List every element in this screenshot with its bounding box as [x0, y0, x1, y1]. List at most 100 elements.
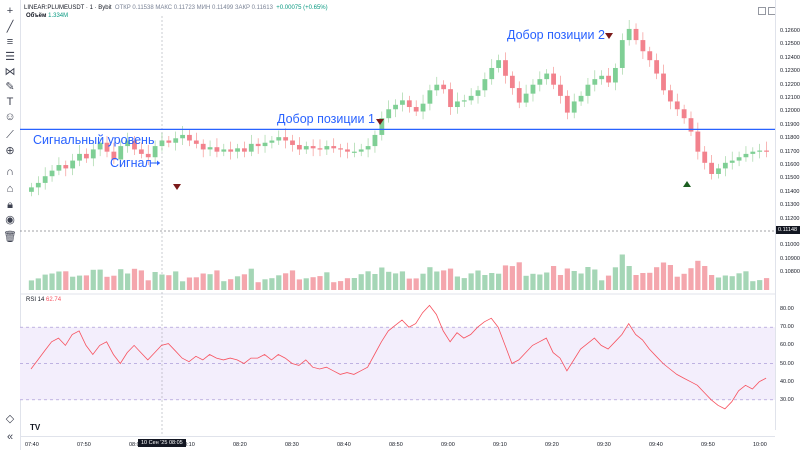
candle-body [592, 79, 598, 85]
horizontal-lines-icon[interactable]: ≡ [6, 36, 14, 48]
candle-body [544, 73, 550, 80]
price-axis[interactable]: 0.12600 0.12500 0.12400 0.12300 0.12200 0.121… [775, 0, 800, 430]
collapse-icon[interactable]: « [6, 431, 14, 443]
volume-bar [557, 275, 564, 290]
price-change: +0.00075 (+0.65%) [276, 5, 328, 11]
favorites-icon[interactable]: ◇ [5, 413, 15, 425]
candle-body [303, 146, 309, 150]
time-axis[interactable]: 07:40 07:50 08:00 08:10 08:20 08:30 08:40 08:50… [20, 436, 775, 451]
lock-drawings-icon[interactable]: 🔒︎ [7, 199, 13, 211]
fib-icon[interactable]: ☰ [5, 51, 15, 63]
candle-body [709, 162, 715, 174]
drawing-toolbar: + ╱ ≡ ☰ ⋈ ✎ T ☺ ⟋ ⊕ ∩ ⌂ 🔒︎ ◉ 🗑︎ ◇ « [0, 0, 21, 450]
candle-body [448, 89, 453, 108]
volume-bar [337, 281, 344, 290]
trendline-icon[interactable]: ╱ [6, 21, 14, 33]
emoji-icon[interactable]: ☺ [4, 111, 16, 123]
volume-bar [296, 279, 302, 290]
time-tick: 08:40 [337, 442, 351, 448]
time-tick: 07:50 [77, 442, 91, 448]
candle-body [619, 40, 625, 68]
volume-bar [757, 280, 763, 290]
candle-body [764, 150, 769, 152]
volume-bar [269, 278, 275, 290]
exit-marker [683, 181, 691, 187]
candle-body [509, 75, 515, 89]
volume-bar [688, 268, 694, 290]
candle-body [654, 60, 660, 74]
candle-body [310, 146, 316, 149]
candle-body [516, 88, 522, 103]
candle-body [420, 103, 426, 112]
volume-bar [509, 266, 515, 290]
lock-icon[interactable]: ⌂ [6, 183, 14, 195]
candle-body [434, 84, 440, 91]
volume-bar [434, 271, 440, 290]
symbol-title[interactable]: LINEAR:PLUMEUSDT · 1 · Bybit [24, 5, 112, 11]
volume-bar [248, 268, 254, 290]
volume-bar [468, 273, 474, 290]
candle-body [152, 146, 158, 158]
crosshair-time-label: 10 Сен '25 08:05 [138, 439, 186, 447]
candle-body [640, 40, 646, 52]
brush-icon[interactable]: ✎ [5, 81, 15, 93]
volume-bar [722, 275, 728, 290]
candle-body [331, 146, 337, 149]
price-tick: 0.12000 [780, 108, 800, 115]
eye-icon[interactable]: ◉ [5, 214, 15, 226]
candle-body [193, 140, 199, 144]
candle-body [97, 142, 103, 150]
candle-body [468, 95, 474, 101]
pattern-icon[interactable]: ⋈ [4, 66, 16, 78]
price-tick: 0.11900 [780, 121, 800, 128]
candle-body [345, 149, 350, 152]
price-tick: 0.11800 [780, 135, 800, 142]
crosshair-icon[interactable]: + [6, 5, 14, 17]
zoom-in-icon[interactable]: ⊕ [5, 145, 15, 157]
candle-body [372, 134, 378, 147]
candle-body [262, 142, 268, 147]
volume-bar [207, 274, 213, 290]
candle-body [83, 153, 89, 159]
candle-body [736, 157, 742, 161]
volume-bar [406, 278, 412, 290]
time-tick: 09:50 [701, 442, 715, 448]
volume-bar [63, 271, 69, 290]
volume-bar [420, 273, 426, 290]
settings-icon[interactable] [758, 7, 766, 15]
candle-body [248, 143, 254, 152]
candle-body [585, 84, 591, 96]
candle-body [207, 147, 213, 150]
entry-marker-2 [605, 33, 613, 39]
candle-body [255, 143, 261, 147]
candle-body [613, 67, 618, 83]
volume-bar [619, 254, 625, 290]
volume-bar [592, 269, 598, 290]
volume-bar [743, 271, 749, 290]
volume-bar [750, 281, 756, 290]
volume-bar [324, 272, 330, 290]
text-icon[interactable]: T [6, 96, 14, 108]
price-tick: 0.11300 [780, 202, 800, 209]
volume-bar [159, 274, 165, 290]
volume-bar [544, 272, 550, 290]
volume-bar [441, 270, 447, 290]
candle-body [386, 109, 392, 119]
volume-bar [660, 262, 667, 290]
candle-body [365, 146, 371, 150]
volume-bar [303, 278, 309, 290]
volume-bar [715, 277, 722, 290]
volume-value: 1.334M [48, 13, 69, 19]
trash-icon[interactable]: 🗑︎ [3, 231, 17, 243]
magnet-icon[interactable]: ∩ [6, 166, 14, 178]
volume-bar [276, 275, 282, 290]
volume-bar [475, 270, 481, 290]
volume-bar [241, 274, 248, 290]
price-tick: 0.11200 [780, 215, 800, 222]
volume-bar [599, 280, 605, 290]
volume-bar [654, 267, 660, 290]
volume-bar [125, 273, 131, 290]
ruler-icon[interactable]: ⟋ [6, 129, 14, 141]
price-tick: 0.11400 [780, 188, 800, 195]
